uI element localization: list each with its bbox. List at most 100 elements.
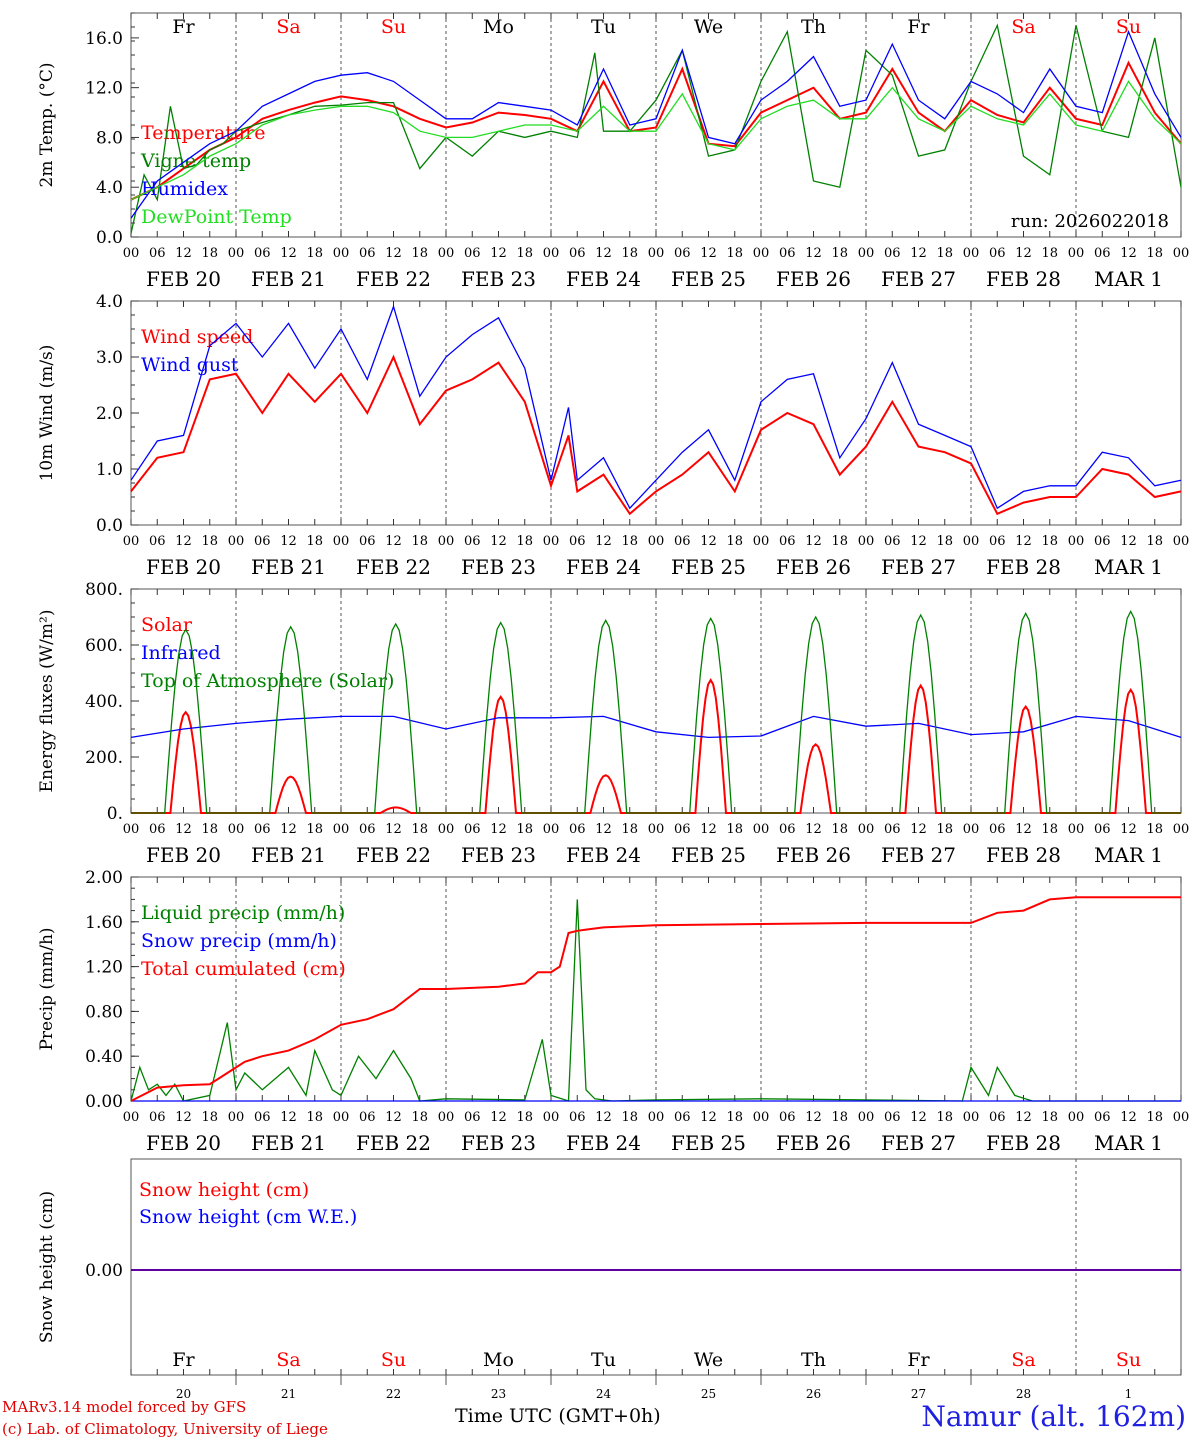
hour-label: 06 (989, 1110, 1006, 1125)
weekday-label: Tu (591, 1349, 616, 1371)
legend-entry: Vigne temp (140, 150, 251, 172)
hour-label: 00 (963, 822, 980, 837)
y-tick-label: 0.00 (85, 1092, 123, 1112)
legend-entry: Snow precip (mm/h) (141, 930, 337, 952)
hour-label: 12 (1015, 534, 1032, 549)
hour-label: 06 (464, 822, 481, 837)
date-label: FEB 20 (146, 555, 221, 579)
weekday-label: We (694, 16, 723, 38)
hour-label: 12 (1120, 246, 1137, 261)
hour-label: 18 (726, 1110, 743, 1125)
hour-label: 00 (753, 822, 770, 837)
hour-label: 18 (1041, 534, 1058, 549)
hour-label: 12 (805, 1110, 822, 1125)
hour-label: 18 (831, 1110, 848, 1125)
day-number-label: 23 (491, 1387, 506, 1401)
hour-label: 18 (411, 822, 428, 837)
hour-label: 12 (175, 246, 192, 261)
y-tick-label: 400. (85, 692, 123, 712)
hour-label: 00 (228, 822, 245, 837)
run-label: run: 2026022018 (1011, 211, 1169, 232)
hour-label: 00 (963, 246, 980, 261)
hour-label: 06 (884, 822, 901, 837)
hour-label: 12 (280, 822, 297, 837)
hour-label: 12 (1015, 822, 1032, 837)
hour-label: 00 (228, 1110, 245, 1125)
hour-label: 06 (149, 246, 166, 261)
hour-label: 18 (621, 246, 638, 261)
panel-1: 0.0 4.0 8.0 12.0 16.0 2m Temp. (°C) 00 06 12 18 00… (37, 12, 1189, 291)
hour-label: 18 (306, 534, 323, 549)
day-number-label: 25 (701, 1387, 716, 1401)
hour-label: 18 (936, 534, 953, 549)
hour-label: 06 (359, 534, 376, 549)
date-label: FEB 23 (461, 267, 536, 291)
lab-credit: (c) Lab. of Climatology, University of L… (2, 1420, 328, 1438)
hour-label: 06 (254, 1110, 271, 1125)
hour-label: 00 (963, 534, 980, 549)
y-tick-label: 0.0 (96, 228, 123, 248)
hour-label: 18 (621, 1110, 638, 1125)
hour-label: 12 (385, 534, 402, 549)
hour-label: 18 (831, 822, 848, 837)
date-label: FEB 27 (881, 555, 956, 579)
hour-label: 06 (254, 822, 271, 837)
hour-label: 00 (1173, 822, 1190, 837)
hour-label: 18 (516, 1110, 533, 1125)
hour-label: 00 (543, 1110, 560, 1125)
legend-entry: Temperature (141, 122, 265, 144)
hour-label: 18 (516, 534, 533, 549)
date-label: MAR 1 (1094, 267, 1163, 291)
series-vigne-temp (130, 23, 1182, 234)
date-label: FEB 22 (356, 267, 431, 291)
y-tick-label: 4.0 (96, 178, 123, 198)
time-axis-label: Time UTC (GMT+0h) (455, 1405, 661, 1427)
hour-label: 06 (569, 822, 586, 837)
hour-label: 18 (726, 534, 743, 549)
plot-frame (130, 588, 1182, 814)
hour-label: 06 (674, 822, 691, 837)
hour-label: 12 (805, 534, 822, 549)
weekday-label: Tu (591, 16, 616, 38)
weekday-label: Sa (1011, 1349, 1035, 1371)
hour-label: 00 (753, 1110, 770, 1125)
hour-label: 12 (385, 1110, 402, 1125)
legend-entry: Wind speed (141, 326, 253, 348)
hour-label: 06 (1094, 246, 1111, 261)
hour-label: 12 (700, 1110, 717, 1125)
date-label: FEB 21 (251, 1131, 326, 1155)
date-label: FEB 23 (461, 555, 536, 579)
hour-label: 00 (123, 822, 140, 837)
hour-label: 00 (858, 1110, 875, 1125)
y-tick-label: 3.0 (96, 348, 123, 368)
date-label: FEB 26 (776, 267, 851, 291)
hour-label: 12 (700, 534, 717, 549)
hour-label: 06 (254, 534, 271, 549)
series-wind-gust (130, 304, 1182, 510)
hour-label: 06 (1094, 822, 1111, 837)
hour-label: 00 (228, 246, 245, 261)
weekday-label: Th (801, 16, 826, 38)
hour-label: 12 (1015, 246, 1032, 261)
y-tick-label: 1.60 (85, 913, 123, 933)
day-number-label: 22 (386, 1387, 401, 1401)
hour-label: 12 (1015, 1110, 1032, 1125)
hour-label: 18 (411, 246, 428, 261)
y-tick-label: 12.0 (85, 79, 123, 99)
weekday-label: Su (1116, 16, 1141, 38)
y-axis-title: Snow height (cm) (37, 1191, 57, 1343)
date-label: FEB 24 (566, 555, 641, 579)
hour-label: 00 (123, 246, 140, 261)
weekday-label: Fr (172, 16, 195, 38)
hour-label: 12 (175, 534, 192, 549)
model-credit: MARv3.14 model forced by GFS (2, 1398, 247, 1416)
hour-label: 18 (831, 534, 848, 549)
day-number-label: 21 (281, 1387, 296, 1401)
hour-label: 12 (490, 534, 507, 549)
hour-label: 06 (569, 534, 586, 549)
hour-label: 12 (490, 1110, 507, 1125)
hour-label: 06 (359, 1110, 376, 1125)
day-number-label: 28 (1016, 1387, 1031, 1401)
hour-label: 12 (805, 822, 822, 837)
